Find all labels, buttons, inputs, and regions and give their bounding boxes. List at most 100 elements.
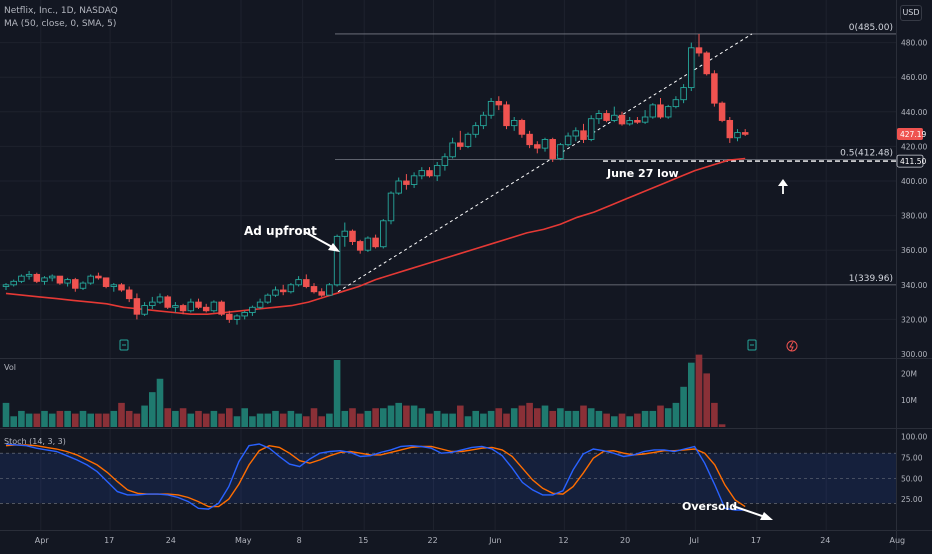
volume-bar: [380, 408, 387, 427]
candle-body: [279, 289, 287, 293]
time-tick-label: Jun: [488, 536, 502, 545]
candle-body: [333, 235, 341, 286]
candle-body: [572, 130, 580, 137]
price-candle: [564, 132, 572, 147]
candle-body: [726, 119, 734, 139]
price-candle: [549, 137, 556, 162]
volume-tick-label: 10M: [901, 396, 917, 405]
price-candle: [688, 42, 695, 92]
candle-body: [10, 280, 17, 286]
volume-bar: [518, 405, 526, 427]
volume-bar: [510, 408, 518, 427]
volume-bar: [79, 410, 87, 427]
price-tick-label: 420.00: [901, 142, 927, 151]
candle-body: [418, 170, 426, 177]
candle-body: [595, 113, 603, 120]
volume-bar: [649, 410, 657, 427]
symbol-title[interactable]: Netflix, Inc., 1D, NASDAQ: [4, 6, 118, 16]
candle-body: [141, 305, 148, 315]
price-candle: [410, 172, 418, 188]
volume-bar: [572, 410, 580, 427]
price-candle: [541, 137, 549, 152]
price-candle: [472, 122, 479, 138]
candle-body: [711, 73, 718, 104]
price-candle: [695, 33, 703, 57]
volume-bar: [603, 413, 610, 427]
price-tick-label: 380.00: [901, 212, 927, 221]
volume-bar: [541, 405, 549, 427]
candle-body: [202, 306, 210, 312]
time-tick-label: 22: [428, 536, 438, 545]
candle-body: [164, 296, 171, 308]
price-candle: [218, 300, 225, 316]
price-candle: [580, 123, 587, 143]
candle-body: [433, 164, 441, 177]
candle-body: [256, 301, 264, 308]
volume-bar: [125, 410, 133, 427]
volume-bar: [233, 416, 241, 427]
price-candle: [572, 127, 580, 142]
volume-bar: [695, 354, 703, 427]
candle-body: [295, 279, 302, 286]
price-candle: [518, 118, 526, 138]
price-candle: [233, 314, 241, 325]
candle-body: [241, 312, 248, 317]
stoch-k-line: [5, 443, 746, 511]
volume-pane-label[interactable]: Vol: [4, 363, 16, 372]
candle-body: [64, 279, 71, 284]
candle-body: [72, 279, 79, 289]
time-tick-label: 20: [620, 536, 630, 545]
price-candle: [241, 310, 248, 320]
oversold-arrowhead: [760, 512, 773, 520]
price-candle: [595, 110, 603, 124]
price-candle: [279, 284, 287, 296]
currency-button[interactable]: USD: [900, 5, 922, 21]
price-candle: [310, 283, 318, 294]
volume-bar: [526, 402, 533, 427]
indicator-legend[interactable]: MA (50, close, 0, SMA, 5): [4, 19, 117, 29]
volume-bar: [641, 410, 649, 427]
volume-bar: [87, 413, 94, 427]
time-tick-label: 24: [166, 536, 176, 545]
volume-bar: [41, 410, 48, 427]
volume-bar: [441, 413, 449, 427]
candle-body: [449, 142, 456, 158]
volume-bar: [418, 408, 426, 427]
price-candle: [649, 103, 657, 119]
candle-body: [464, 133, 472, 147]
candle-body: [341, 230, 349, 237]
candle-body: [372, 237, 379, 248]
candle-body: [172, 305, 179, 308]
price-candle: [457, 130, 464, 150]
candle-body: [210, 301, 218, 312]
volume-bar: [626, 416, 633, 427]
price-candle: [141, 302, 148, 316]
volume-bar: [426, 413, 433, 427]
candle-body: [395, 180, 402, 194]
price-candle: [56, 275, 64, 285]
price-candle: [318, 288, 325, 297]
volume-bar: [549, 410, 556, 427]
candle-body: [564, 135, 572, 146]
candle-body: [249, 306, 256, 313]
candle-body: [149, 301, 156, 307]
candle-body: [364, 237, 372, 251]
stoch-pane-label[interactable]: Stoch (14, 3, 3): [4, 437, 66, 446]
candle-body: [18, 275, 25, 282]
volume-bar: [33, 413, 41, 427]
fib-level-label: 0(485.00): [849, 23, 893, 33]
price-candle: [264, 293, 272, 304]
candle-body: [510, 119, 518, 127]
price-candle: [726, 116, 734, 143]
price-candle: [102, 277, 110, 289]
volume-bar: [433, 410, 441, 427]
volume-bar: [133, 413, 141, 427]
price-candle: [333, 234, 341, 287]
price-candle: [125, 286, 133, 303]
volume-bar: [18, 410, 25, 427]
time-tick-label: 17: [104, 536, 114, 545]
volume-bar: [464, 416, 472, 427]
price-candle: [441, 153, 449, 171]
fib-level-label: 1(339.96): [849, 274, 893, 284]
